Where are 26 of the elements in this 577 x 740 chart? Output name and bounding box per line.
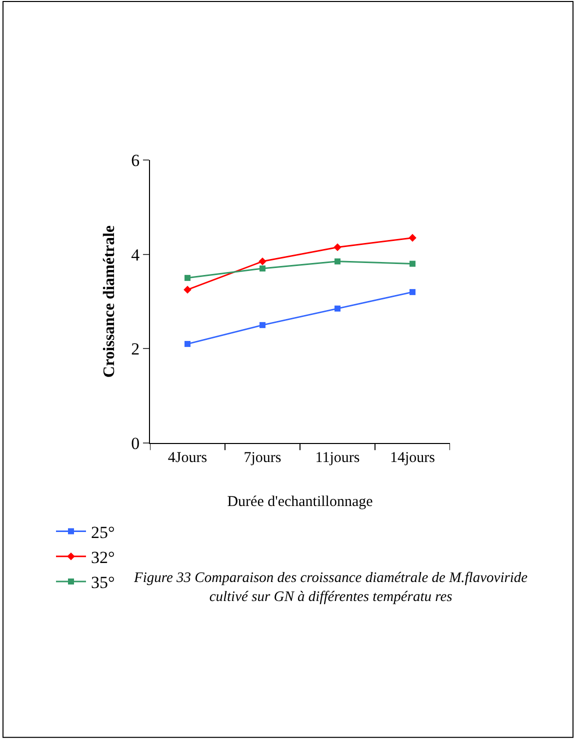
y-axis-title: Croissance diamétrale [101,225,118,378]
y-tick-label: 4 [131,245,140,264]
y-tick-label: 2 [131,340,140,359]
x-tick-label: 7jours [244,450,282,466]
legend-label: 25° [91,522,115,542]
legend-label: 35° [91,573,115,592]
x-tick-label: 4Jours [168,450,208,466]
caption: Figure 33 Comparaison des croissance diamétrale de M.flavoviride cultivé sur GN à différentes températu res [133,570,528,605]
point [410,289,416,296]
point [260,265,266,272]
point [334,306,340,312]
point [408,234,416,242]
point [184,274,190,281]
point [410,260,416,267]
x-axis-title: Durée d'echantillonnage [227,494,374,510]
point [184,340,190,347]
x-tick-label: 14jours [390,450,436,466]
point [334,243,342,252]
point [334,258,340,264]
point [258,258,266,266]
y-tick-label: 6 [131,150,140,170]
legend-label: 32° [91,548,115,568]
point [184,286,192,294]
y-tick-label: 0 [131,434,140,453]
point [260,322,266,328]
x-tick-label: 11jours [315,450,360,466]
